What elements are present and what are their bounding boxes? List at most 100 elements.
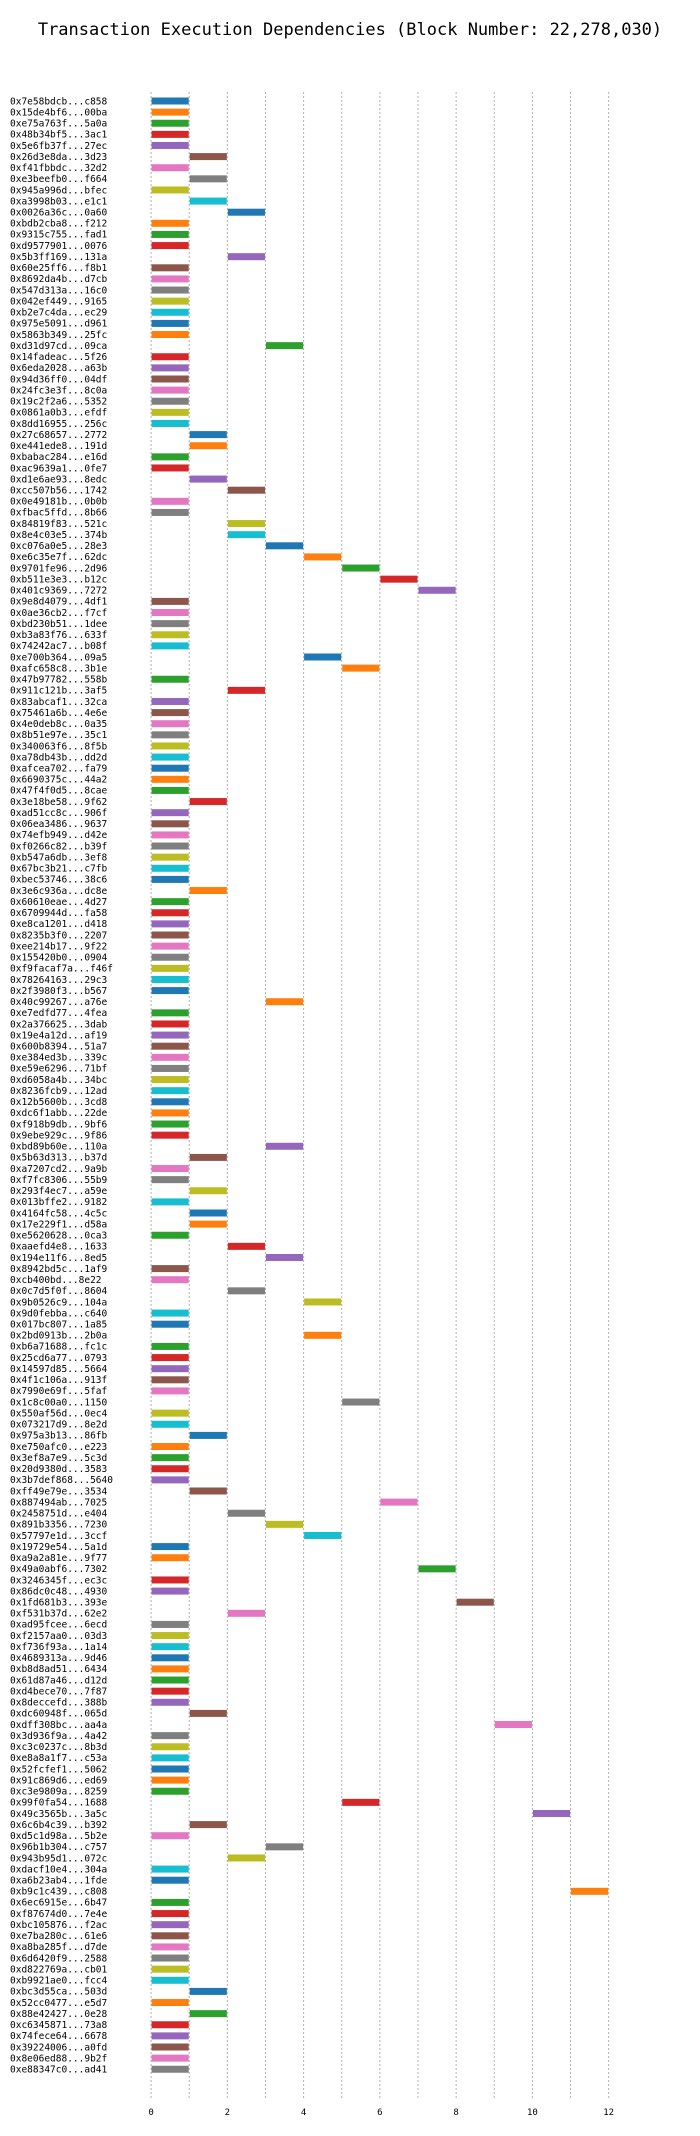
transaction-label: 0xbd89b60e...110a [10,1142,107,1153]
transaction-label: 0xafcea702...fa79 [10,764,108,775]
transaction-bar [227,1854,265,1862]
transaction-label: 0x94d36ff0...04df [10,374,107,385]
transaction-label: 0x19e4a12d...af19 [10,1030,108,1041]
transaction-bar [304,1531,342,1539]
transaction-bar [151,786,189,794]
transaction-label: 0x013bffe2...9182 [10,1197,107,1208]
transaction-label: 0x6709944d...fa58 [10,908,108,919]
transaction-bar [151,1454,189,1462]
transaction-label: 0xe6c35e7f...62dc [10,552,107,563]
transaction-bar [151,1676,189,1684]
transaction-label: 0x4f1c106a...913f [10,1375,107,1386]
transaction-label: 0xb9c1c439...c808 [10,1887,108,1898]
transaction-bar [151,2054,189,2062]
chart-title: Transaction Execution Dependencies (Bloc… [37,20,663,40]
transaction-label: 0x24fc3e3f...8c0a [10,385,107,396]
transaction-label: 0x3b7def868...5640 [10,1475,113,1486]
transaction-label: 0x2a376625...3dab [10,1019,108,1030]
transaction-bar [151,2032,189,2040]
transaction-bar [151,408,189,416]
transaction-label: 0xa9a2a81e...9f77 [10,1553,107,1564]
transaction-bar [151,1098,189,1106]
transaction-label: 0xd4bece70...7f87 [10,1686,107,1697]
transaction-bar [151,141,189,149]
transaction-label: 0x017bc807...1a85 [10,1320,107,1331]
transaction-bar [151,675,189,683]
transaction-bar [304,653,342,661]
transaction-label: 0x99f0fa54...1688 [10,1798,108,1809]
transaction-bar [265,1520,304,1528]
transaction-bar [151,831,189,839]
transaction-bar [227,208,265,216]
transaction-label: 0xd5c1d98a...5b2e [10,1831,108,1842]
transaction-bar [151,1020,189,1028]
transaction-label: 0x15de4bf6...00ba [10,107,107,118]
transaction-label: 0xd822769a...cb01 [10,1964,108,1975]
transaction-bar [151,1064,189,1072]
transaction-bar [151,1443,189,1451]
transaction-label: 0xf918b9db...9bf6 [10,1119,108,1130]
transaction-label: 0xd9577901...0076 [10,241,108,252]
transaction-bar [456,1598,494,1606]
transaction-bar [151,1976,189,1984]
transaction-label: 0xee214b17...9f22 [10,941,107,952]
transaction-label: 0x39224006...a0fd [10,2042,107,2053]
transaction-bar [151,709,189,717]
transaction-bar [151,820,189,828]
transaction-label: 0xb511e3e3...b12c [10,574,107,585]
transaction-label: 0x8942bd5c...1af9 [10,1264,108,1275]
transaction-bar [418,586,456,594]
transaction-label: 0xb6a71688...fc1c [10,1342,107,1353]
transaction-bar [151,720,189,728]
transaction-bar [151,2065,189,2073]
transaction-label: 0xa7207cd2...9a9b [10,1164,108,1175]
transaction-bar [151,1787,189,1795]
transaction-label: 0x88e42427...0e28 [10,2009,108,2020]
transaction-label: 0xdc6f1abb...22de [10,1108,108,1119]
transaction-bar [151,1620,189,1628]
transaction-label: 0xd1e6ae93...8edc [10,474,107,485]
transaction-bar [151,975,189,983]
transaction-bar [151,620,189,628]
x-tick-label: 6 [377,2108,382,2118]
transaction-label: 0x86dc0c48...4930 [10,1586,108,1597]
transaction-bar [227,253,265,261]
transaction-label: 0x83abcaf1...32ca [10,697,107,708]
transaction-label: 0x6690375c...44a2 [10,775,107,786]
transaction-bar [227,1287,265,1295]
transaction-label: 0xbd230b51...1dee [10,619,108,630]
transaction-label: 0x8235b3f0...2207 [10,930,107,941]
transaction-bar [151,775,189,783]
transaction-label: 0xcb400bd...8e22 [10,1275,102,1286]
transaction-label: 0x75461a6b...4e6e [10,708,108,719]
transaction-bar [151,97,189,105]
transaction-label: 0xc3e9809a...8259 [10,1787,108,1798]
transaction-bar [151,1031,189,1039]
transaction-label: 0xf7fc8306...55b9 [10,1175,108,1186]
transaction-bar [151,1387,189,1395]
transaction-bar [151,1231,189,1239]
transaction-label: 0x67bc3b21...c7fb [10,864,108,875]
transaction-bar [151,1042,189,1050]
transaction-bar [151,275,189,283]
transaction-bar [151,1832,189,1840]
x-tick-label: 0 [148,2108,153,2118]
transaction-label: 0x155420b0...0904 [10,953,108,964]
transaction-bar [151,697,189,705]
transaction-bar [151,920,189,928]
x-tick-label: 12 [603,2108,614,2118]
transaction-bar [151,1654,189,1662]
transaction-bar [189,1431,227,1439]
transaction-label: 0x12b5600b...3cd8 [10,1097,108,1108]
transaction-label: 0x8e06ed88...9b2f [10,2053,107,2064]
transaction-label: 0x4689313a...9d46 [10,1653,108,1664]
transaction-bar [380,1498,418,1506]
transaction-label: 0xd31d97cd...09ca [10,341,107,352]
x-tick-label: 10 [527,2108,538,2118]
transaction-label: 0x340063f6...8f5b [10,741,108,752]
transaction-bar [151,764,189,772]
transaction-label: 0xe5620628...0ca3 [10,1231,107,1242]
transaction-label: 0xff49e79e...3534 [10,1486,108,1497]
transaction-label: 0x2458751d...e404 [10,1509,108,1520]
transaction-bar [151,453,189,461]
